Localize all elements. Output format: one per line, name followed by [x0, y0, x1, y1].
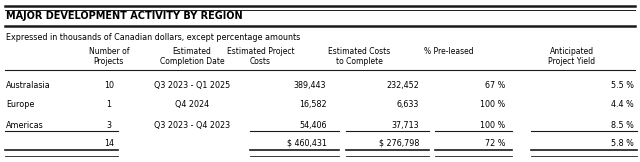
- Text: % Pre-leased: % Pre-leased: [424, 47, 474, 56]
- Text: Q3 2023 - Q4 2023: Q3 2023 - Q4 2023: [154, 121, 230, 130]
- Text: $ 276,798: $ 276,798: [379, 139, 419, 148]
- Text: Q3 2023 - Q1 2025: Q3 2023 - Q1 2025: [154, 81, 230, 90]
- Text: 389,443: 389,443: [294, 81, 326, 90]
- Text: 5.5 %: 5.5 %: [611, 81, 634, 90]
- Text: 1: 1: [106, 100, 111, 110]
- Text: Americas: Americas: [6, 121, 44, 130]
- Text: Anticipated
Project Yield: Anticipated Project Yield: [548, 47, 595, 66]
- Text: 10: 10: [104, 81, 114, 90]
- Text: Estimated
Completion Date: Estimated Completion Date: [160, 47, 224, 66]
- Text: 67 %: 67 %: [485, 81, 506, 90]
- Text: 54,406: 54,406: [299, 121, 326, 130]
- Text: 8.5 %: 8.5 %: [611, 121, 634, 130]
- Text: Q4 2024: Q4 2024: [175, 100, 209, 110]
- Text: 37,713: 37,713: [392, 121, 419, 130]
- Text: 6,633: 6,633: [397, 100, 419, 110]
- Text: 3: 3: [106, 121, 111, 130]
- Text: 16,582: 16,582: [299, 100, 326, 110]
- Text: 5.8 %: 5.8 %: [611, 139, 634, 148]
- Text: Estimated Project
Costs: Estimated Project Costs: [227, 47, 294, 66]
- Text: 100 %: 100 %: [481, 121, 506, 130]
- Text: Expressed in thousands of Canadian dollars, except percentage amounts: Expressed in thousands of Canadian dolla…: [6, 33, 301, 42]
- Text: Europe: Europe: [6, 100, 35, 110]
- Text: $ 460,431: $ 460,431: [287, 139, 326, 148]
- Text: 4.4 %: 4.4 %: [611, 100, 634, 110]
- Text: 100 %: 100 %: [481, 100, 506, 110]
- Text: 14: 14: [104, 139, 114, 148]
- Text: MAJOR DEVELOPMENT ACTIVITY BY REGION: MAJOR DEVELOPMENT ACTIVITY BY REGION: [6, 11, 243, 21]
- Text: Australasia: Australasia: [6, 81, 51, 90]
- Text: 232,452: 232,452: [387, 81, 419, 90]
- Text: 72 %: 72 %: [485, 139, 506, 148]
- Text: Estimated Costs
to Complete: Estimated Costs to Complete: [328, 47, 390, 66]
- Text: Number of
Projects: Number of Projects: [88, 47, 129, 66]
